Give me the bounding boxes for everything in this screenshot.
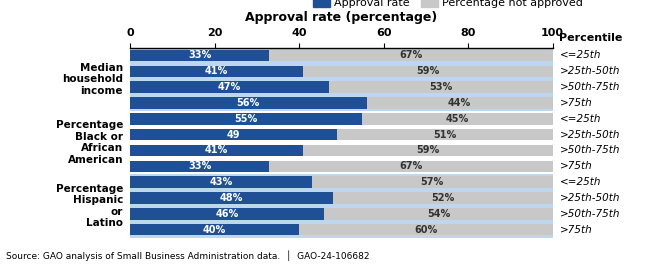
Bar — [130, 81, 329, 93]
Text: 44%: 44% — [448, 98, 471, 108]
Text: <=25th: <=25th — [560, 50, 601, 60]
Text: 49: 49 — [227, 130, 240, 140]
Bar — [130, 50, 552, 61]
Text: Percentage
Hispanic
or
Latino: Percentage Hispanic or Latino — [56, 183, 123, 228]
Bar — [130, 208, 552, 220]
Text: >25th-50th: >25th-50th — [560, 130, 620, 140]
Text: >75th: >75th — [560, 225, 592, 235]
Bar — [130, 174, 552, 238]
Bar — [130, 129, 337, 140]
Text: 54%: 54% — [427, 209, 450, 219]
Bar — [130, 111, 552, 174]
Bar — [130, 161, 270, 172]
Text: >25th-50th: >25th-50th — [560, 193, 620, 203]
Text: 67%: 67% — [399, 161, 422, 171]
Bar — [130, 113, 363, 125]
Bar — [130, 145, 303, 156]
Bar — [130, 208, 324, 220]
Text: 33%: 33% — [188, 50, 211, 60]
Text: 45%: 45% — [446, 114, 469, 124]
Bar — [130, 81, 552, 93]
Text: 52%: 52% — [431, 193, 454, 203]
Bar — [130, 224, 299, 235]
Text: >75th: >75th — [560, 98, 592, 108]
Text: 53%: 53% — [429, 82, 452, 92]
Text: 67%: 67% — [399, 50, 422, 60]
Text: 60%: 60% — [414, 225, 437, 235]
Text: 57%: 57% — [421, 177, 444, 187]
Text: >50th-75th: >50th-75th — [560, 82, 620, 92]
Bar — [130, 113, 552, 125]
Text: Percentile: Percentile — [560, 33, 623, 43]
Text: 51%: 51% — [433, 130, 456, 140]
Text: Median
household
income: Median household income — [62, 63, 123, 96]
Bar — [130, 65, 303, 77]
Text: <=25th: <=25th — [560, 177, 601, 187]
Legend: Approval rate, Percentage not approved: Approval rate, Percentage not approved — [313, 0, 583, 8]
Bar — [130, 176, 552, 188]
Text: >50th-75th: >50th-75th — [560, 209, 620, 219]
Text: >75th: >75th — [560, 161, 592, 171]
Bar — [130, 97, 552, 109]
Bar — [130, 65, 552, 77]
Bar — [130, 50, 270, 61]
Bar — [130, 145, 552, 156]
Bar — [130, 192, 333, 204]
Text: 59%: 59% — [416, 145, 439, 155]
Text: <=25th: <=25th — [560, 114, 601, 124]
Text: 41%: 41% — [205, 66, 228, 76]
Bar — [130, 48, 552, 111]
Text: >25th-50th: >25th-50th — [560, 66, 620, 76]
X-axis label: Approval rate (percentage): Approval rate (percentage) — [245, 11, 437, 24]
Text: Source: GAO analysis of Small Business Administration data.  │  GAO-24-106682: Source: GAO analysis of Small Business A… — [6, 251, 370, 261]
Text: 55%: 55% — [235, 114, 258, 124]
Text: 59%: 59% — [416, 66, 439, 76]
Text: 43%: 43% — [209, 177, 233, 187]
Bar — [130, 161, 552, 172]
Bar — [130, 176, 312, 188]
Bar — [130, 224, 552, 235]
Text: 47%: 47% — [218, 82, 241, 92]
Bar — [130, 97, 367, 109]
Bar — [130, 192, 552, 204]
Text: 40%: 40% — [203, 225, 226, 235]
Text: 48%: 48% — [220, 193, 243, 203]
Text: 46%: 46% — [216, 209, 239, 219]
Text: Percentage
Black or
African
American: Percentage Black or African American — [56, 120, 123, 165]
Text: 56%: 56% — [237, 98, 260, 108]
Text: >50th-75th: >50th-75th — [560, 145, 620, 155]
Bar — [130, 129, 552, 140]
Text: 41%: 41% — [205, 145, 228, 155]
Text: 33%: 33% — [188, 161, 211, 171]
